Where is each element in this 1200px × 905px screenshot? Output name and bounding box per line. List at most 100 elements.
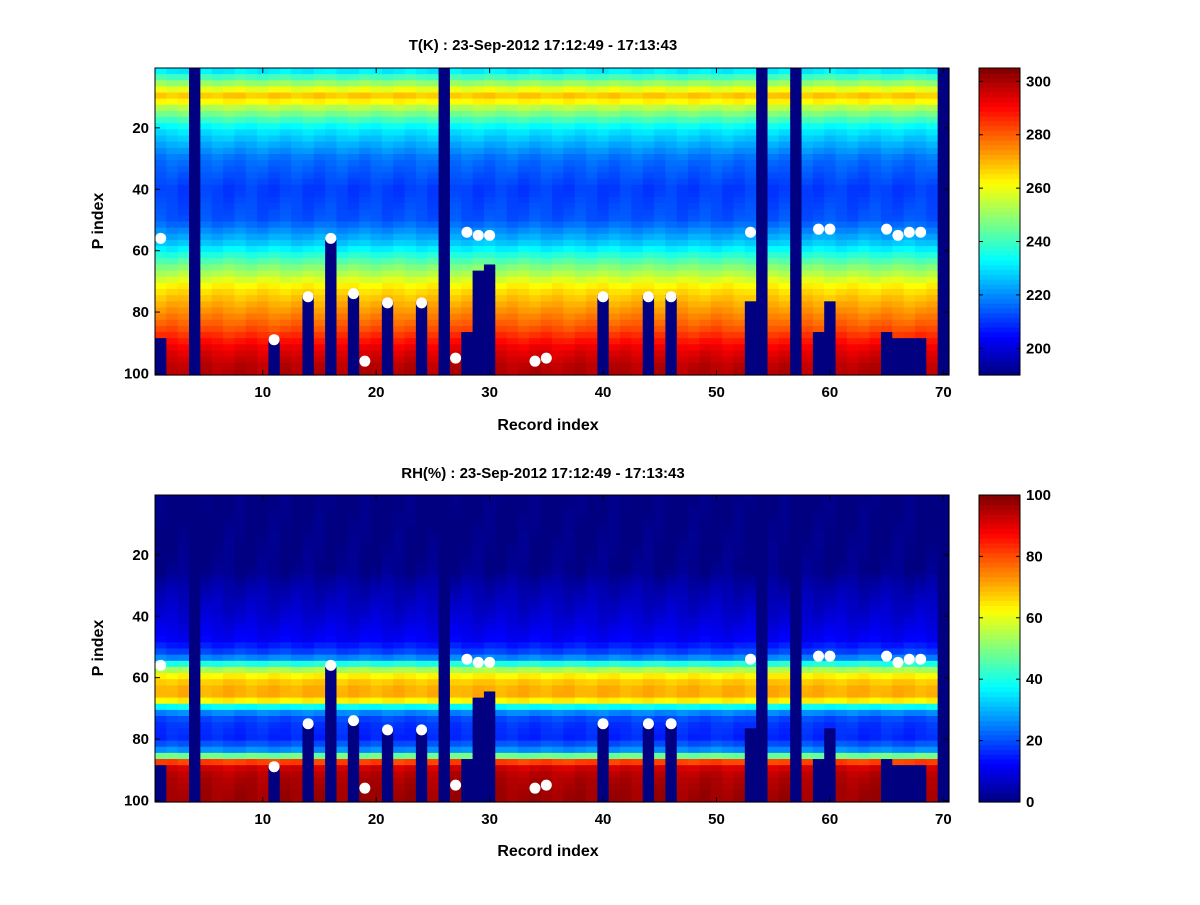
temperature-cell xyxy=(314,203,326,210)
humidity-cell xyxy=(439,612,451,619)
temperature-cell xyxy=(722,277,734,284)
humidity-cell xyxy=(371,667,383,674)
temperature-cell xyxy=(541,283,553,290)
temperature-cell xyxy=(166,215,178,222)
humidity-cell xyxy=(416,655,428,662)
temperature-cell xyxy=(529,117,541,124)
temperature-cell xyxy=(552,222,564,229)
temperature-cell xyxy=(858,363,870,370)
temperature-cell xyxy=(926,320,938,327)
temperature-cell xyxy=(688,344,700,351)
temperature-cell xyxy=(802,240,814,247)
humidity-cell xyxy=(348,642,360,649)
humidity-cell xyxy=(405,532,417,539)
humidity-cell xyxy=(393,532,405,539)
temperature-cell xyxy=(189,246,201,253)
humidity-cell xyxy=(189,790,201,797)
temperature-cell xyxy=(268,191,280,198)
temperature-cell xyxy=(847,209,859,216)
temperature-y-tick-label: 40 xyxy=(132,181,149,198)
temperature-cell xyxy=(756,264,768,271)
temperature-cell xyxy=(711,277,723,284)
temperature-cell xyxy=(756,289,768,296)
temperature-cell xyxy=(654,215,666,222)
temperature-cell xyxy=(507,258,519,265)
temperature-cell xyxy=(382,166,394,173)
temperature-cell xyxy=(359,264,371,271)
temperature-cell xyxy=(586,93,598,100)
humidity-cell xyxy=(291,771,303,778)
humidity-cell xyxy=(166,734,178,741)
temperature-cell xyxy=(915,252,927,259)
humidity-cell xyxy=(257,526,269,533)
temperature-cell xyxy=(302,93,314,100)
temperature-cell xyxy=(779,74,791,81)
humidity-cell xyxy=(200,550,212,557)
temperature-cell xyxy=(699,344,711,351)
temperature-cell xyxy=(427,240,439,247)
temperature-cell xyxy=(915,277,927,284)
temperature-cell xyxy=(643,320,655,327)
temperature-cell xyxy=(802,172,814,179)
temperature-cell xyxy=(541,86,553,93)
humidity-cell xyxy=(178,722,190,729)
temperature-cell xyxy=(575,344,587,351)
temperature-cell xyxy=(836,338,848,345)
humidity-cell xyxy=(314,722,326,729)
humidity-cell xyxy=(268,649,280,656)
temperature-cell xyxy=(518,136,530,143)
temperature-cell xyxy=(484,129,496,136)
humidity-cell xyxy=(393,716,405,723)
humidity-cell xyxy=(246,550,258,557)
humidity-cell xyxy=(382,513,394,520)
temperature-cell xyxy=(257,111,269,118)
humidity-cell xyxy=(234,771,246,778)
temperature-colorbar-segment xyxy=(979,241,1020,246)
temperature-cell xyxy=(858,142,870,149)
temperature-cell xyxy=(711,105,723,112)
temperature-cell xyxy=(620,314,632,321)
humidity-cell xyxy=(416,581,428,588)
temperature-cell xyxy=(609,215,621,222)
temperature-cell xyxy=(461,363,473,370)
humidity-cell xyxy=(212,636,224,643)
temperature-cell xyxy=(915,283,927,290)
temperature-cell xyxy=(280,234,292,241)
temperature-cell xyxy=(609,277,621,284)
humidity-cell xyxy=(336,704,348,711)
humidity-cell xyxy=(280,765,292,772)
temperature-cell xyxy=(824,252,836,259)
temperature-cell xyxy=(393,86,405,93)
temperature-cell xyxy=(178,209,190,216)
humidity-cell xyxy=(302,636,314,643)
temperature-cell xyxy=(688,74,700,81)
humidity-cell xyxy=(405,513,417,520)
temperature-cell xyxy=(257,252,269,259)
temperature-cell xyxy=(212,246,224,253)
temperature-cell xyxy=(495,277,507,284)
temperature-cell xyxy=(189,99,201,106)
humidity-cell xyxy=(405,777,417,784)
temperature-cell xyxy=(246,271,258,278)
humidity-cell xyxy=(200,661,212,668)
temperature-cell xyxy=(824,142,836,149)
temperature-cell xyxy=(802,111,814,118)
humidity-cell xyxy=(200,734,212,741)
humidity-cell xyxy=(325,771,337,778)
humidity-cell xyxy=(416,747,428,754)
temperature-cell xyxy=(609,80,621,87)
humidity-cell xyxy=(155,538,167,545)
humidity-cell xyxy=(200,784,212,791)
humidity-cell xyxy=(450,507,462,514)
temperature-cell xyxy=(484,357,496,364)
humidity-cell xyxy=(393,569,405,576)
temperature-cell xyxy=(291,228,303,235)
temperature-cell xyxy=(665,320,677,327)
humidity-cell xyxy=(302,667,314,674)
temperature-cell xyxy=(291,197,303,204)
temperature-cell xyxy=(699,332,711,339)
temperature-cell xyxy=(405,111,417,118)
temperature-cell xyxy=(926,363,938,370)
temperature-cell xyxy=(280,166,292,173)
humidity-cell xyxy=(166,587,178,594)
